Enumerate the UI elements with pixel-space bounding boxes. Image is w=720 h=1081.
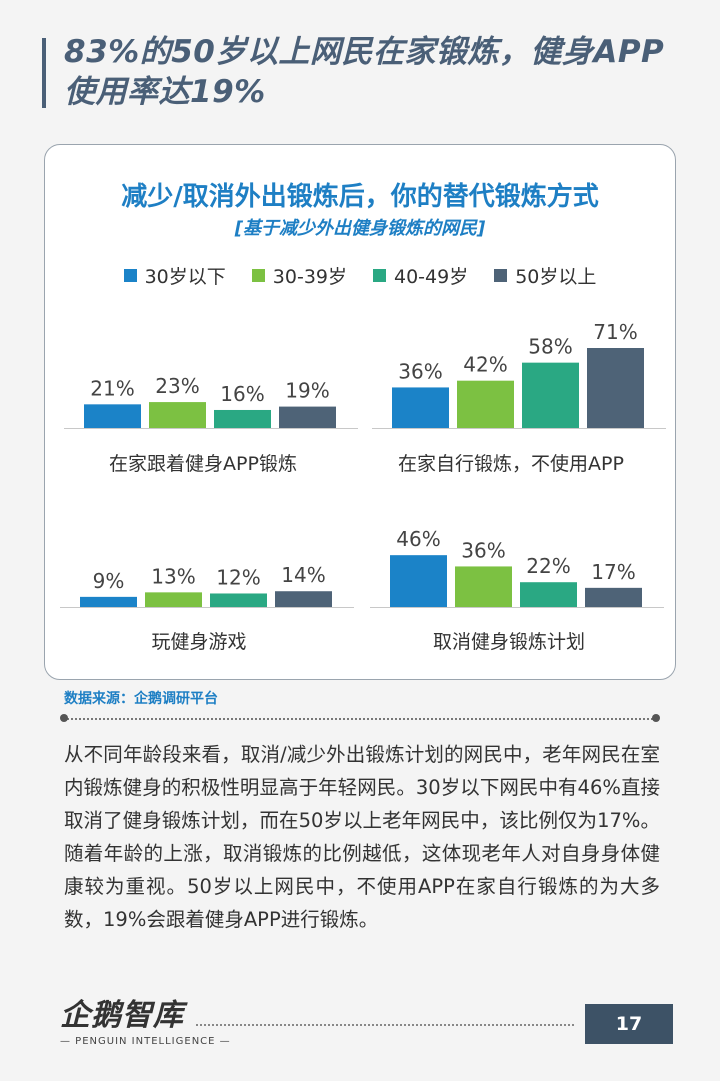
penguin-logo: 企鹅智库 — PENGUIN INTELLIGENCE —: [60, 998, 231, 1047]
bar-group-0-30-39: [149, 402, 206, 428]
category-label-group-0: 在家跟着健身APP锻炼: [109, 453, 297, 475]
bar-group-0-40-49: [214, 409, 271, 428]
bar-group-1-40-49: [522, 362, 579, 428]
logo-text: 企鹅智库: [60, 998, 184, 1033]
bar-group-3-40-49: [520, 582, 577, 607]
legend-item-40-49: 40-49岁: [373, 262, 468, 289]
value-label-group-2-40-49: 12%: [216, 565, 260, 589]
chart-subtitle: [基于减少外出健身锻炼的网民]: [234, 218, 486, 239]
bar-group-3-30-39: [455, 566, 512, 607]
value-label-group-2-under-30: 9%: [93, 569, 125, 593]
body-paragraph: 从不同年龄段来看，取消/减少外出锻炼计划的网民中，老年网民在室内锻炼健身的积极性…: [64, 743, 660, 931]
category-label-group-3: 取消健身锻炼计划: [433, 631, 585, 653]
legend-label-50-plus: 50岁以上: [515, 266, 597, 288]
bar-group-2-50-plus: [275, 591, 332, 607]
bar-group-2-40-49: [210, 593, 267, 607]
legend-label-under-30: 30岁以下: [144, 266, 226, 288]
legend-label-40-49: 40-49岁: [394, 266, 469, 288]
bar-group-0-under-30: [84, 404, 141, 428]
bar-group-2-30-39: [145, 592, 202, 607]
legend-swatch-under-30: [123, 269, 137, 282]
value-label-group-1-50-plus: 71%: [593, 320, 637, 344]
value-label-group-3-30-39: 36%: [461, 538, 505, 562]
value-label-group-0-under-30: 21%: [90, 376, 134, 400]
legend-swatch-50-plus: [494, 269, 508, 282]
value-label-group-0-30-39: 23%: [155, 374, 199, 398]
legend-swatch-40-49: [373, 269, 386, 282]
legend-swatch-30-39: [251, 269, 265, 282]
data-source: 数据来源：企鹅调研平台: [64, 691, 218, 707]
divider-dot-left: [60, 714, 68, 722]
bar-group-3-under-30: [390, 555, 447, 607]
bar-group-1-50-plus: [587, 348, 644, 428]
chart-title: 减少/取消外出锻炼后，你的替代锻炼方式: [121, 182, 599, 212]
bar-group-2-under-30: [80, 596, 137, 607]
value-label-group-0-40-49: 16%: [220, 382, 264, 406]
bar-group-1-under-30: [392, 387, 449, 428]
category-label-group-1: 在家自行锻炼，不使用APP: [398, 453, 624, 475]
page-title: 83%的50岁以上网民在家锻炼，健身APP使用率达19%: [64, 34, 665, 110]
legend-item-under-30: 30岁以下: [123, 262, 226, 289]
legend-label-30-39: 30-39岁: [272, 266, 347, 288]
divider-dot-right: [652, 714, 660, 722]
page-number: 17: [585, 1004, 673, 1044]
value-label-group-1-under-30: 36%: [398, 359, 442, 383]
value-label-group-3-50-plus: 17%: [591, 560, 635, 584]
value-label-group-3-under-30: 46%: [396, 527, 440, 551]
chart-legend: 30岁以下 30-39岁 40-49岁 50岁以上: [44, 262, 676, 289]
legend-item-30-39: 30-39岁: [251, 262, 347, 289]
legend-item-50-plus: 50岁以上: [494, 262, 596, 289]
footer-line: [196, 1024, 574, 1026]
value-label-group-2-50-plus: 14%: [281, 563, 325, 587]
value-label-group-2-30-39: 13%: [151, 564, 195, 588]
value-label-group-1-40-49: 58%: [528, 335, 572, 359]
bar-group-1-30-39: [457, 380, 514, 428]
title-accent-bar: [42, 38, 46, 108]
bar-group-3-50-plus: [585, 587, 642, 607]
divider-line: [64, 718, 656, 720]
category-label-group-2: 玩健身游戏: [151, 631, 246, 653]
bar-group-0-50-plus: [279, 406, 336, 428]
value-label-group-1-30-39: 42%: [463, 353, 507, 377]
logo-subtext: — PENGUIN INTELLIGENCE —: [60, 1036, 231, 1047]
value-label-group-3-40-49: 22%: [526, 554, 570, 578]
value-label-group-0-50-plus: 19%: [285, 379, 329, 403]
